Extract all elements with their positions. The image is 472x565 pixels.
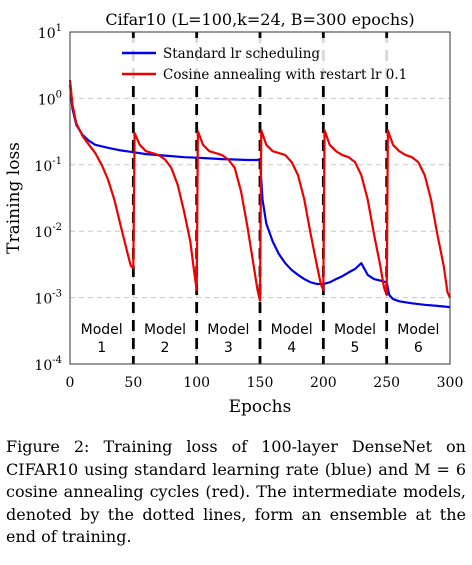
figure-caption: Figure 2: Training loss of 100-layer Den…: [6, 436, 466, 549]
model-label-5: Model: [334, 322, 376, 338]
x-tick-label-0: 0: [66, 375, 75, 391]
x-tick-label-5: 250: [373, 375, 400, 391]
model-number-1: 1: [97, 340, 106, 356]
y-tick-label-0: 101: [38, 23, 62, 42]
y-tick-exponent: 0: [56, 89, 62, 100]
y-tick-base: 10: [34, 358, 52, 374]
y-tick-label-3: 10-2: [34, 222, 62, 241]
x-tick-label-1: 50: [124, 375, 142, 391]
model-number-3: 3: [224, 340, 233, 356]
y-axis-title: Training loss: [4, 142, 24, 254]
y-tick-label-5: 10-4: [34, 355, 62, 374]
model-label-2: Model: [144, 322, 186, 338]
y-tick-base: 10: [38, 26, 56, 42]
y-tick-exponent: -4: [52, 355, 62, 366]
y-tick-label-1: 100: [38, 89, 62, 108]
caption-label: Figure 2:: [6, 437, 89, 456]
model-label-6: Model: [397, 322, 439, 338]
y-tick-label-2: 10-1: [34, 156, 62, 175]
x-axis-ticks: 0 50 100 150 200 250 300: [66, 375, 464, 391]
x-tick-label-2: 100: [183, 375, 210, 391]
y-tick-base: 10: [34, 292, 52, 308]
legend-label-standard: Standard lr scheduling: [163, 46, 320, 62]
x-tick-label-4: 200: [310, 375, 337, 391]
y-tick-exponent: -1: [52, 156, 62, 167]
model-number-6: 6: [414, 340, 423, 356]
y-tick-exponent: -3: [52, 289, 62, 300]
y-tick-label-4: 10-3: [34, 289, 62, 308]
model-number-2: 2: [161, 340, 170, 356]
legend: Standard lr scheduling Cosine annealing …: [112, 38, 432, 86]
model-label-1: Model: [81, 322, 123, 338]
x-tick-label-6: 300: [437, 375, 464, 391]
model-number-4: 4: [287, 340, 296, 356]
chart-title: Cifar10 (L=100,k=24, B=300 epochs): [105, 10, 414, 29]
y-tick-base: 10: [38, 92, 56, 108]
x-axis-title: Epochs: [229, 397, 292, 417]
y-tick-base: 10: [34, 159, 52, 175]
training-loss-chart: Cifar10 (L=100,k=24, B=300 epochs) 0 50 10…: [0, 0, 472, 430]
legend-label-cosine: Cosine annealing with restart lr 0.1: [163, 67, 407, 83]
model-label-4: Model: [271, 322, 313, 338]
y-tick-exponent: -2: [52, 222, 62, 233]
model-label-3: Model: [207, 322, 249, 338]
x-tick-label-3: 150: [247, 375, 274, 391]
model-number-5: 5: [351, 340, 360, 356]
y-tick-exponent: 1: [56, 23, 62, 34]
y-tick-base: 10: [34, 225, 52, 241]
